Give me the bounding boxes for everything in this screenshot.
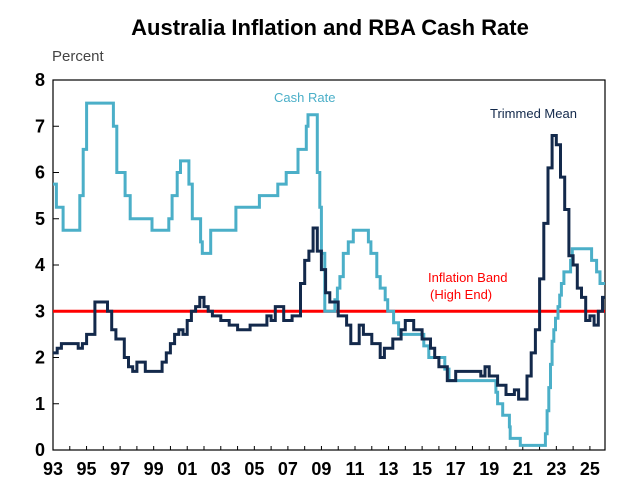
x-tick-label: 23 bbox=[546, 459, 566, 479]
y-tick-label: 2 bbox=[35, 348, 45, 368]
x-tick-label: 07 bbox=[278, 459, 298, 479]
x-tick-label: 17 bbox=[446, 459, 466, 479]
x-tick-label: 95 bbox=[77, 459, 97, 479]
y-tick-label: 8 bbox=[35, 70, 45, 90]
x-tick-label: 99 bbox=[144, 459, 164, 479]
trimmed-mean-line bbox=[53, 134, 605, 401]
x-tick-label: 21 bbox=[513, 459, 533, 479]
series-layer bbox=[53, 101, 605, 447]
x-tick-label: 11 bbox=[345, 459, 364, 479]
trimmed-mean-annotation: Trimmed Mean bbox=[490, 106, 577, 121]
y-tick-label: 1 bbox=[35, 394, 45, 414]
plot-border bbox=[52, 79, 606, 451]
x-tick-label: 05 bbox=[244, 459, 264, 479]
x-tick-label: 25 bbox=[580, 459, 600, 479]
y-tick-label: 0 bbox=[35, 440, 45, 460]
y-tick-label: 7 bbox=[35, 116, 45, 136]
x-tick-label: 19 bbox=[479, 459, 499, 479]
cash-rate-line bbox=[53, 101, 605, 447]
x-axis: 93 95 97 99 01 03 05 07 09 11 13 15 17 19 21 23 25 bbox=[43, 446, 600, 479]
x-tick-label: 15 bbox=[412, 459, 432, 479]
y-tick-label: 4 bbox=[35, 255, 45, 275]
inflation-band-label-line-2: (High End) bbox=[430, 287, 492, 302]
x-tick-label: 03 bbox=[211, 459, 231, 479]
x-tick-label: 13 bbox=[379, 459, 399, 479]
x-tick-label: 01 bbox=[177, 459, 197, 479]
x-tick-label: 09 bbox=[311, 459, 331, 479]
y-axis-label: Percent bbox=[52, 48, 105, 65]
x-tick-label: 93 bbox=[43, 459, 63, 479]
x-tick-label: 97 bbox=[110, 459, 130, 479]
y-tick-label: 3 bbox=[35, 301, 45, 321]
y-axis: 0 1 2 3 4 5 6 7 8 bbox=[35, 70, 59, 460]
cash-rate-annotation: Cash Rate bbox=[274, 90, 335, 105]
y-tick-label: 6 bbox=[35, 163, 45, 183]
chart-title: Australia Inflation and RBA Cash Rate bbox=[131, 15, 529, 40]
plot-frame bbox=[52, 79, 606, 451]
inflation-band-label-line-1: Inflation Band bbox=[428, 270, 508, 285]
y-tick-label: 5 bbox=[35, 209, 45, 229]
